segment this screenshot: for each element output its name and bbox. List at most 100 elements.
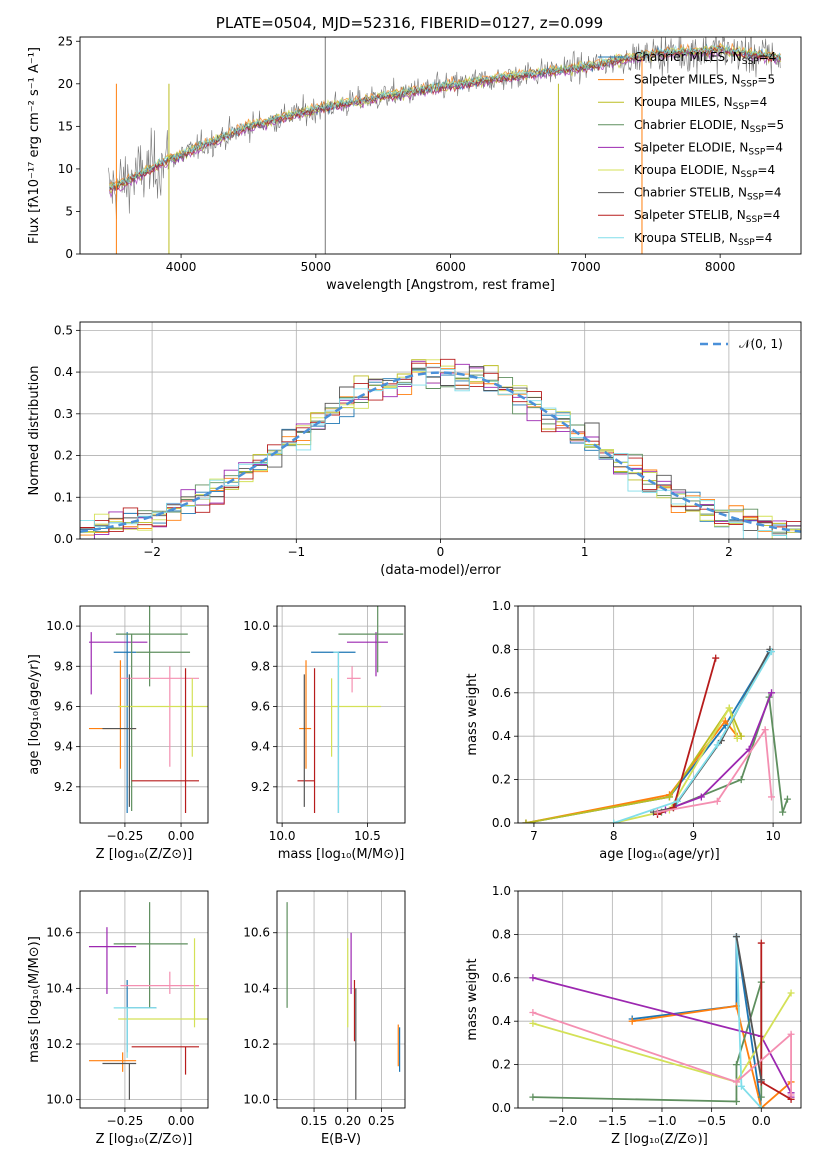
y-tick-label: 0.2 — [492, 1058, 511, 1072]
y-tick-label: 10.0 — [46, 1093, 73, 1107]
x-tick-label: 9 — [690, 829, 698, 843]
weight-marker — [712, 654, 720, 662]
weight-marker — [787, 1091, 795, 1099]
y-axis-label: mass weight — [465, 673, 480, 755]
legend-label: 𝒩(0, 1) — [739, 337, 783, 351]
weight-marker — [757, 1076, 765, 1084]
weight-marker — [725, 704, 733, 712]
y-tick-label: 0.0 — [54, 532, 73, 546]
y-tick-label: 0 — [65, 247, 73, 261]
x-tick-label: 5000 — [301, 260, 332, 274]
weight-marker — [757, 1093, 765, 1101]
weight-marker — [529, 1019, 537, 1027]
axes-frame — [276, 605, 406, 824]
axes-frame — [79, 890, 209, 1109]
weight-line — [613, 651, 773, 823]
weight-line — [532, 1011, 792, 1095]
axes-frame — [79, 605, 209, 824]
weight-marker — [737, 776, 745, 784]
x-axis-label: Z [log₁₀(Z/Z⊙)] — [96, 1132, 193, 1147]
legend-label: Kroupa MILES, NSSP=4 — [634, 95, 767, 112]
y-tick-label: 0.6 — [492, 686, 511, 700]
y-tick-label: 10.0 — [243, 619, 270, 633]
weight-line — [532, 981, 763, 1103]
y-tick-label: 9.8 — [251, 659, 270, 673]
x-tick-label: 0.0 — [752, 1114, 771, 1128]
x-axis-label: Z [log₁₀(Z/Z⊙)] — [96, 847, 193, 862]
x-axis-label: age [log₁₀(age/yr)] — [599, 847, 720, 862]
y-tick-label: 0.1 — [54, 490, 73, 504]
y-tick-label: 0.2 — [492, 773, 511, 787]
x-tick-label: 0.25 — [368, 1114, 395, 1128]
x-tick-label: 4000 — [166, 260, 197, 274]
y-tick-label: 25 — [58, 34, 73, 48]
weight-marker — [713, 797, 721, 805]
weight-marker — [757, 939, 765, 947]
legend-label: Chabrier STELIB, NSSP=4 — [634, 186, 782, 203]
x-tick-label: 10.0 — [269, 829, 296, 843]
weight-marker — [529, 1093, 537, 1101]
axes-frame — [276, 890, 406, 1109]
y-axis-label: age [log₁₀(age/yr)] — [27, 654, 42, 775]
y-tick-label: 10.6 — [243, 926, 270, 940]
error-bars — [297, 606, 404, 813]
x-tick-label: −2 — [143, 545, 161, 559]
y-tick-label: 9.8 — [54, 659, 73, 673]
weight-marker — [768, 648, 776, 656]
x-tick-label: 7 — [530, 829, 538, 843]
legend-label: Salpeter STELIB, NSSP=4 — [634, 208, 780, 225]
y-tick-label: 10 — [58, 162, 73, 176]
axes-frame — [517, 605, 802, 824]
legend-label: Salpeter MILES, NSSP=5 — [634, 73, 775, 90]
weight-lines — [529, 933, 795, 1108]
x-tick-label: −0.25 — [107, 1114, 144, 1128]
x-tick-label: −0.25 — [107, 829, 144, 843]
y-tick-label: 0.8 — [492, 642, 511, 656]
y-tick-label: 10.2 — [243, 1037, 270, 1051]
spectrum-model-line — [109, 44, 782, 190]
y-tick-label: 9.2 — [251, 780, 270, 794]
y-tick-label: 0.4 — [54, 365, 73, 379]
weight-line — [525, 706, 743, 823]
x-tick-label: 0.00 — [168, 829, 195, 843]
weight-marker — [787, 1030, 795, 1038]
weight-marker — [787, 989, 795, 997]
spectrum-data-line — [108, 37, 781, 219]
weight-line — [525, 651, 771, 823]
weight-marker — [732, 933, 740, 941]
weight-marker — [732, 1078, 740, 1086]
y-tick-label: 1.0 — [492, 599, 511, 613]
weight-marker — [628, 1017, 636, 1025]
weight-marker — [522, 819, 530, 823]
axes-frame — [79, 321, 802, 540]
x-tick-label: 0.20 — [334, 1114, 361, 1128]
legend-label: Kroupa STELIB, NSSP=4 — [634, 231, 772, 248]
y-axis-label: Flux [fλ10⁻¹⁷ erg cm⁻² s⁻¹ A⁻¹] — [27, 47, 42, 244]
x-axis-label: wavelength [Angstrom, rest frame] — [326, 278, 555, 293]
x-tick-label: 0.15 — [301, 1114, 328, 1128]
y-axis-label: Normed distribution — [27, 366, 42, 496]
x-tick-label: 8 — [610, 829, 618, 843]
x-tick-label: 8000 — [705, 260, 736, 274]
weight-marker — [783, 795, 791, 803]
weight-line — [735, 936, 763, 1080]
legend-label: Salpeter ELODIE, NSSP=4 — [634, 140, 783, 157]
weight-marker — [737, 1082, 745, 1090]
y-tick-label: 10.2 — [46, 1037, 73, 1051]
legend-label: Chabrier ELODIE, NSSP=5 — [634, 118, 784, 135]
legend-label: Kroupa ELODIE, NSSP=4 — [634, 163, 775, 180]
y-tick-label: 0.6 — [492, 971, 511, 985]
weight-marker — [732, 1097, 740, 1105]
y-tick-label: 9.6 — [54, 699, 73, 713]
weight-line — [613, 705, 739, 823]
x-tick-label: 0 — [437, 545, 445, 559]
y-tick-label: 15 — [58, 119, 73, 133]
weight-marker — [768, 793, 776, 801]
y-tick-label: 10.4 — [46, 981, 73, 995]
x-tick-label: −1 — [287, 545, 305, 559]
weight-marker — [768, 689, 776, 697]
weight-marker — [529, 974, 537, 982]
y-tick-label: 0.8 — [492, 927, 511, 941]
x-tick-label: −0.5 — [697, 1114, 726, 1128]
x-axis-label: Z [log₁₀(Z/Z⊙)] — [611, 1132, 708, 1147]
